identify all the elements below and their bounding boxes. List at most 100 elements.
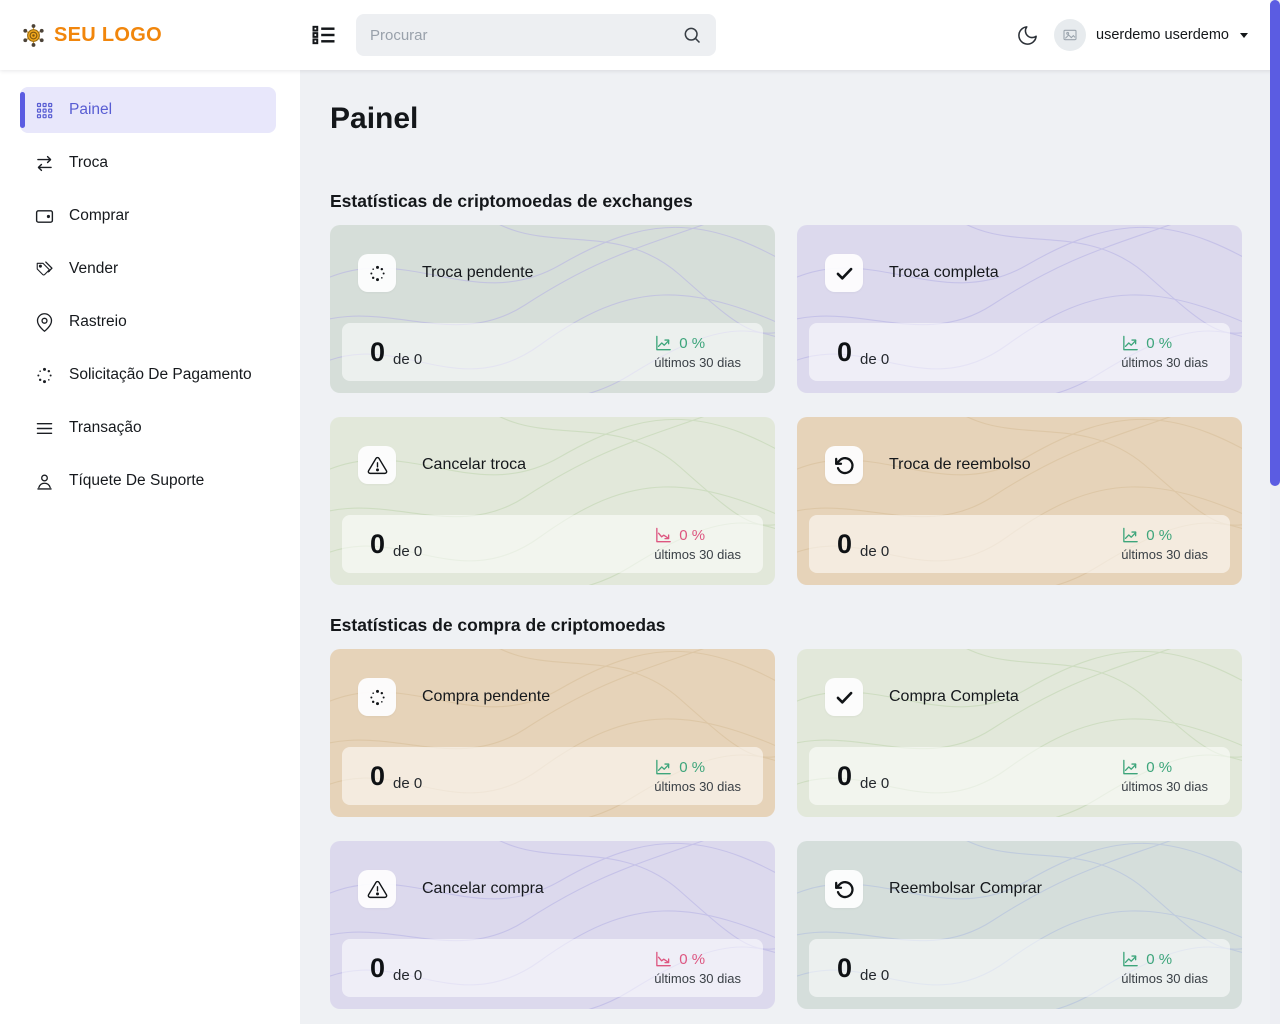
card-icon-tile bbox=[825, 446, 863, 484]
stat-card-compra-completa[interactable]: Compra Completa 0 de 0 0 % últimos 30 di… bbox=[797, 649, 1242, 817]
stat-card-summary: 0 de 0 0 % últimos 30 dias bbox=[809, 747, 1230, 805]
logo[interactable]: SEU LOGO bbox=[0, 22, 300, 49]
stat-card-header: Compra Completa bbox=[825, 678, 1214, 716]
search-icon[interactable] bbox=[682, 25, 702, 45]
stat-value: 0 bbox=[837, 528, 853, 559]
stat-value-group: 0 de 0 bbox=[837, 529, 889, 560]
chevron-down-icon bbox=[1240, 32, 1248, 38]
trend-group: 0 % últimos 30 dias bbox=[654, 334, 741, 370]
card-icon-tile bbox=[358, 254, 396, 292]
scrollbar-track[interactable] bbox=[1270, 0, 1280, 1024]
sidebar-item-label: Troca bbox=[69, 154, 109, 172]
trend-period-label: últimos 30 dias bbox=[654, 355, 741, 370]
search-bar bbox=[356, 14, 716, 56]
trend-percent: 0 % bbox=[679, 759, 706, 776]
sidebar: Painel Troca Comprar Vender Rastreio Sol… bbox=[0, 70, 300, 1024]
stat-value-suffix: de 0 bbox=[393, 350, 423, 368]
trend-up-icon bbox=[654, 758, 673, 777]
stat-card-reembolsar-comprar[interactable]: Reembolsar Comprar 0 de 0 0 % últimos 30… bbox=[797, 841, 1242, 1009]
sidebar-item-comprar[interactable]: Comprar bbox=[20, 193, 276, 239]
card-grid: Compra pendente 0 de 0 0 % últimos 30 di… bbox=[330, 649, 1242, 1009]
stat-card-header: Troca pendente bbox=[358, 254, 747, 292]
stat-value: 0 bbox=[837, 336, 853, 367]
check-icon bbox=[834, 687, 855, 708]
sidebar-item-vender[interactable]: Vender bbox=[20, 246, 276, 292]
trend-percent: 0 % bbox=[1146, 951, 1173, 968]
stat-value: 0 bbox=[370, 336, 386, 367]
card-icon-tile bbox=[358, 446, 396, 484]
trend-group: 0 % últimos 30 dias bbox=[654, 950, 741, 986]
trend-group: 0 % últimos 30 dias bbox=[1121, 334, 1208, 370]
stat-value-suffix: de 0 bbox=[860, 774, 890, 792]
stat-value-group: 0 de 0 bbox=[837, 761, 889, 792]
sidebar-nav: Painel Troca Comprar Vender Rastreio Sol… bbox=[0, 87, 300, 504]
trend-down-icon bbox=[654, 526, 673, 545]
sidebar-item-transacao[interactable]: Transação bbox=[20, 405, 276, 451]
refund-rotate-icon bbox=[834, 879, 855, 900]
avatar bbox=[1054, 19, 1086, 51]
stat-card-troca-completa[interactable]: Troca completa 0 de 0 0 % últimos 30 dia… bbox=[797, 225, 1242, 393]
sections-container: Estatísticas de criptomoedas de exchange… bbox=[330, 191, 1242, 1009]
coin-network-logo-icon bbox=[23, 23, 44, 47]
card-grid: Troca pendente 0 de 0 0 % últimos 30 dia… bbox=[330, 225, 1242, 585]
stat-value-group: 0 de 0 bbox=[370, 337, 422, 368]
sidebar-item-tiquete-de-suporte[interactable]: Tíquete De Suporte bbox=[20, 458, 276, 504]
trend-group: 0 % últimos 30 dias bbox=[1121, 950, 1208, 986]
trend-percent: 0 % bbox=[679, 527, 706, 544]
spinner-dots-icon bbox=[34, 365, 55, 386]
trend-up-icon bbox=[1121, 758, 1140, 777]
trend-period-label: últimos 30 dias bbox=[654, 971, 741, 986]
card-icon-tile bbox=[825, 678, 863, 716]
trend-up-icon bbox=[654, 334, 673, 353]
trend-group: 0 % últimos 30 dias bbox=[654, 526, 741, 562]
spinner-dots-icon bbox=[367, 687, 388, 708]
trend-percent: 0 % bbox=[1146, 335, 1173, 352]
sidebar-item-rastreio[interactable]: Rastreio bbox=[20, 299, 276, 345]
trend-group: 0 % últimos 30 dias bbox=[654, 758, 741, 794]
support-person-icon bbox=[34, 471, 55, 492]
stat-card-compra-pendente[interactable]: Compra pendente 0 de 0 0 % últimos 30 di… bbox=[330, 649, 775, 817]
trend-percent: 0 % bbox=[679, 335, 706, 352]
stat-card-cancelar-troca[interactable]: Cancelar troca 0 de 0 0 % últimos 30 dia… bbox=[330, 417, 775, 585]
warning-triangle-icon bbox=[367, 455, 388, 476]
section-title: Estatísticas de compra de criptomoedas bbox=[330, 615, 666, 635]
stat-card-troca-pendente[interactable]: Troca pendente 0 de 0 0 % últimos 30 dia… bbox=[330, 225, 775, 393]
wallet-icon bbox=[34, 206, 55, 227]
user-menu[interactable]: userdemo userdemo bbox=[1054, 19, 1248, 51]
trend-row: 0 % bbox=[1121, 758, 1172, 777]
trend-period-label: últimos 30 dias bbox=[1121, 971, 1208, 986]
main-content: Painel Estatísticas de criptomoedas de e… bbox=[300, 70, 1280, 1024]
sidebar-item-label: Solicitação De Pagamento bbox=[69, 366, 252, 384]
stat-value-group: 0 de 0 bbox=[837, 337, 889, 368]
scrollbar-thumb[interactable] bbox=[1270, 0, 1280, 486]
trend-down-icon bbox=[654, 950, 673, 969]
sidebar-item-solicitacao-de-pagamento[interactable]: Solicitação De Pagamento bbox=[20, 352, 276, 398]
sidebar-item-troca[interactable]: Troca bbox=[20, 140, 276, 186]
sidebar-item-label: Comprar bbox=[69, 207, 130, 225]
sidebar-item-painel[interactable]: Painel bbox=[20, 87, 276, 134]
card-icon-tile bbox=[358, 678, 396, 716]
sidebar-toggle-list-icon[interactable] bbox=[310, 21, 338, 49]
stat-card-header: Cancelar troca bbox=[358, 446, 747, 484]
topbar-right: userdemo userdemo bbox=[1016, 19, 1280, 51]
trend-row: 0 % bbox=[654, 334, 705, 353]
trend-row: 0 % bbox=[1121, 526, 1172, 545]
stat-value-suffix: de 0 bbox=[860, 966, 890, 984]
trend-period-label: últimos 30 dias bbox=[1121, 779, 1208, 794]
card-icon-tile bbox=[825, 254, 863, 292]
stat-value-suffix: de 0 bbox=[393, 774, 423, 792]
page-title: Painel bbox=[330, 102, 419, 135]
stat-card-summary: 0 de 0 0 % últimos 30 dias bbox=[342, 939, 763, 997]
trend-percent: 0 % bbox=[679, 951, 706, 968]
stat-card-label: Troca completa bbox=[889, 264, 999, 281]
search-input[interactable] bbox=[370, 26, 682, 44]
stats-section-estatisticas-de-compra-de-criptomoedas: Estatísticas de compra de criptomoedas C… bbox=[330, 615, 1242, 1009]
map-pin-icon bbox=[34, 312, 55, 333]
dark-mode-toggle[interactable] bbox=[1016, 24, 1039, 47]
stat-card-summary: 0 de 0 0 % últimos 30 dias bbox=[342, 323, 763, 381]
trend-group: 0 % últimos 30 dias bbox=[1121, 758, 1208, 794]
list-lines-icon bbox=[34, 418, 55, 439]
stat-value: 0 bbox=[370, 528, 386, 559]
stat-card-troca-de-reembolso[interactable]: Troca de reembolso 0 de 0 0 % últimos 30… bbox=[797, 417, 1242, 585]
stat-card-cancelar-compra[interactable]: Cancelar compra 0 de 0 0 % últimos 30 di… bbox=[330, 841, 775, 1009]
